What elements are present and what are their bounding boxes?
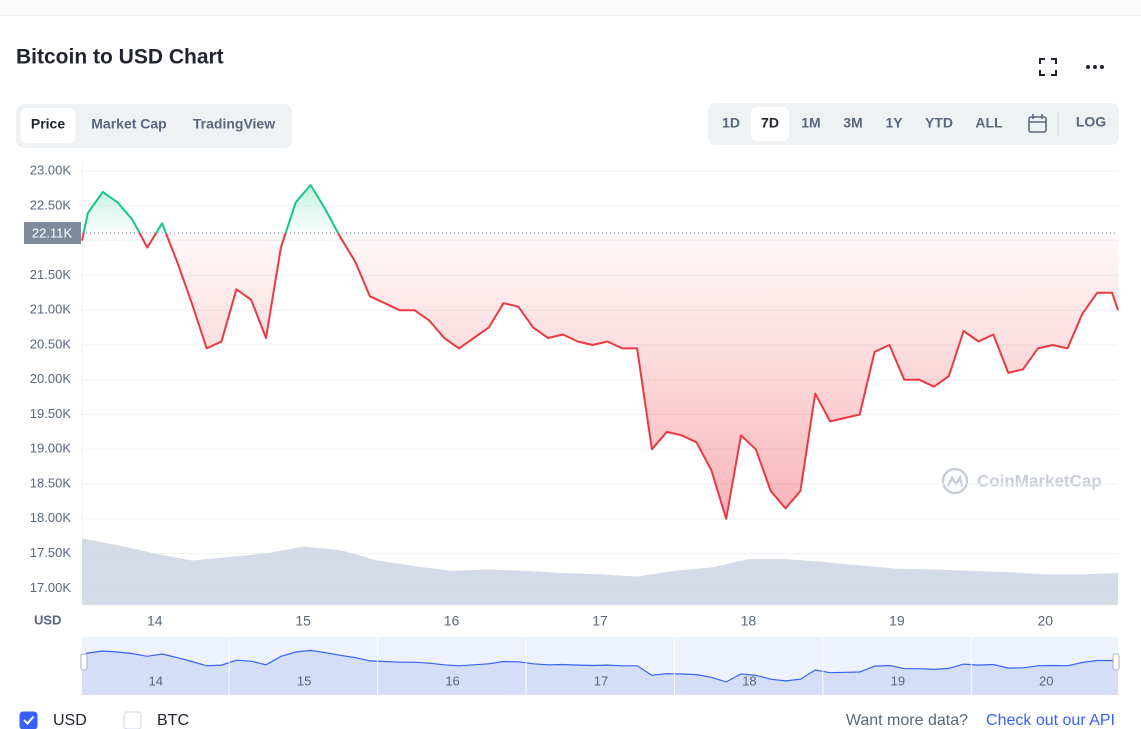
y-tick-label: 23.00K (30, 163, 72, 178)
checkbox[interactable] (123, 711, 142, 729)
tab-active-bg (20, 108, 76, 143)
y-tick-label: 17.50K (30, 545, 72, 560)
tab-group (16, 104, 292, 148)
x-tick-label: 18 (741, 613, 757, 629)
legend-label: USD (53, 712, 87, 729)
navigator-tick-label: 19 (891, 673, 905, 688)
range-active-bg (751, 107, 789, 141)
current-price-badge (24, 222, 81, 245)
navigator-handle[interactable] (1112, 653, 1120, 671)
log-button[interactable]: LOG (1076, 114, 1106, 130)
navigator-area (82, 650, 1118, 695)
y-tick-label: 22.50K (30, 197, 72, 212)
range-button[interactable]: 1M (801, 115, 820, 131)
checkbox[interactable] (19, 711, 38, 729)
y-tick-label: 20.00K (30, 371, 72, 386)
range-group (708, 103, 1119, 145)
x-tick-label: 14 (147, 613, 163, 629)
calendar-icon[interactable] (1028, 114, 1047, 133)
footer-text: Want more data? (846, 712, 968, 729)
range-button[interactable]: 1Y (885, 115, 903, 131)
tab[interactable]: Market Cap (91, 116, 166, 132)
more-icon[interactable] (1086, 65, 1104, 69)
x-tick-label: 16 (444, 613, 460, 629)
navigator-tick-label: 18 (742, 673, 756, 688)
current-price-label: 22.11K (32, 225, 73, 240)
navigator-tick-label: 20 (1039, 673, 1053, 688)
watermark-text: CoinMarketCap (977, 471, 1102, 490)
fullscreen-icon[interactable] (1039, 58, 1057, 76)
range-button[interactable]: ALL (975, 115, 1003, 131)
legend-label: BTC (157, 712, 189, 729)
x-tick-label: 20 (1037, 613, 1053, 629)
y-tick-label: 18.50K (30, 475, 72, 490)
price-area (82, 185, 1118, 519)
y-tick-label: 17.00K (30, 580, 72, 595)
y-tick-label: 19.50K (30, 406, 72, 421)
navigator-tick-label: 15 (297, 673, 311, 688)
range-button[interactable]: 1D (722, 115, 740, 131)
x-tick-label: 15 (295, 613, 311, 629)
api-link[interactable]: Check out our API (986, 712, 1115, 729)
range-button[interactable]: 3M (843, 115, 862, 131)
checkmark (23, 715, 35, 725)
y-tick-label: 21.00K (30, 302, 72, 317)
top-bar (0, 0, 1141, 15)
price-line (81, 184, 1119, 520)
tab[interactable]: TradingView (193, 116, 275, 132)
y-tick-label: 21.50K (30, 267, 72, 282)
navigator-tick-label: 17 (594, 673, 608, 688)
chart-title: Bitcoin to USD Chart (16, 46, 224, 69)
watermark (941, 467, 969, 495)
y-tick-label: 19.00K (30, 441, 72, 456)
range-button[interactable]: YTD (925, 115, 953, 131)
navigator-tick-label: 14 (148, 673, 162, 688)
x-tick-label: 17 (592, 613, 608, 629)
x-tick-label: 19 (889, 613, 905, 629)
navigator-line (81, 649, 1119, 683)
tab[interactable]: Price (31, 116, 65, 132)
range-button[interactable]: 7D (761, 115, 779, 131)
y-unit: USD (34, 612, 61, 627)
navigator-handle[interactable] (80, 653, 88, 671)
y-tick-label: 20.50K (30, 336, 72, 351)
y-tick-label: 18.00K (30, 510, 72, 525)
navigator-tick-label: 16 (445, 673, 459, 688)
volume-area (82, 538, 1118, 605)
